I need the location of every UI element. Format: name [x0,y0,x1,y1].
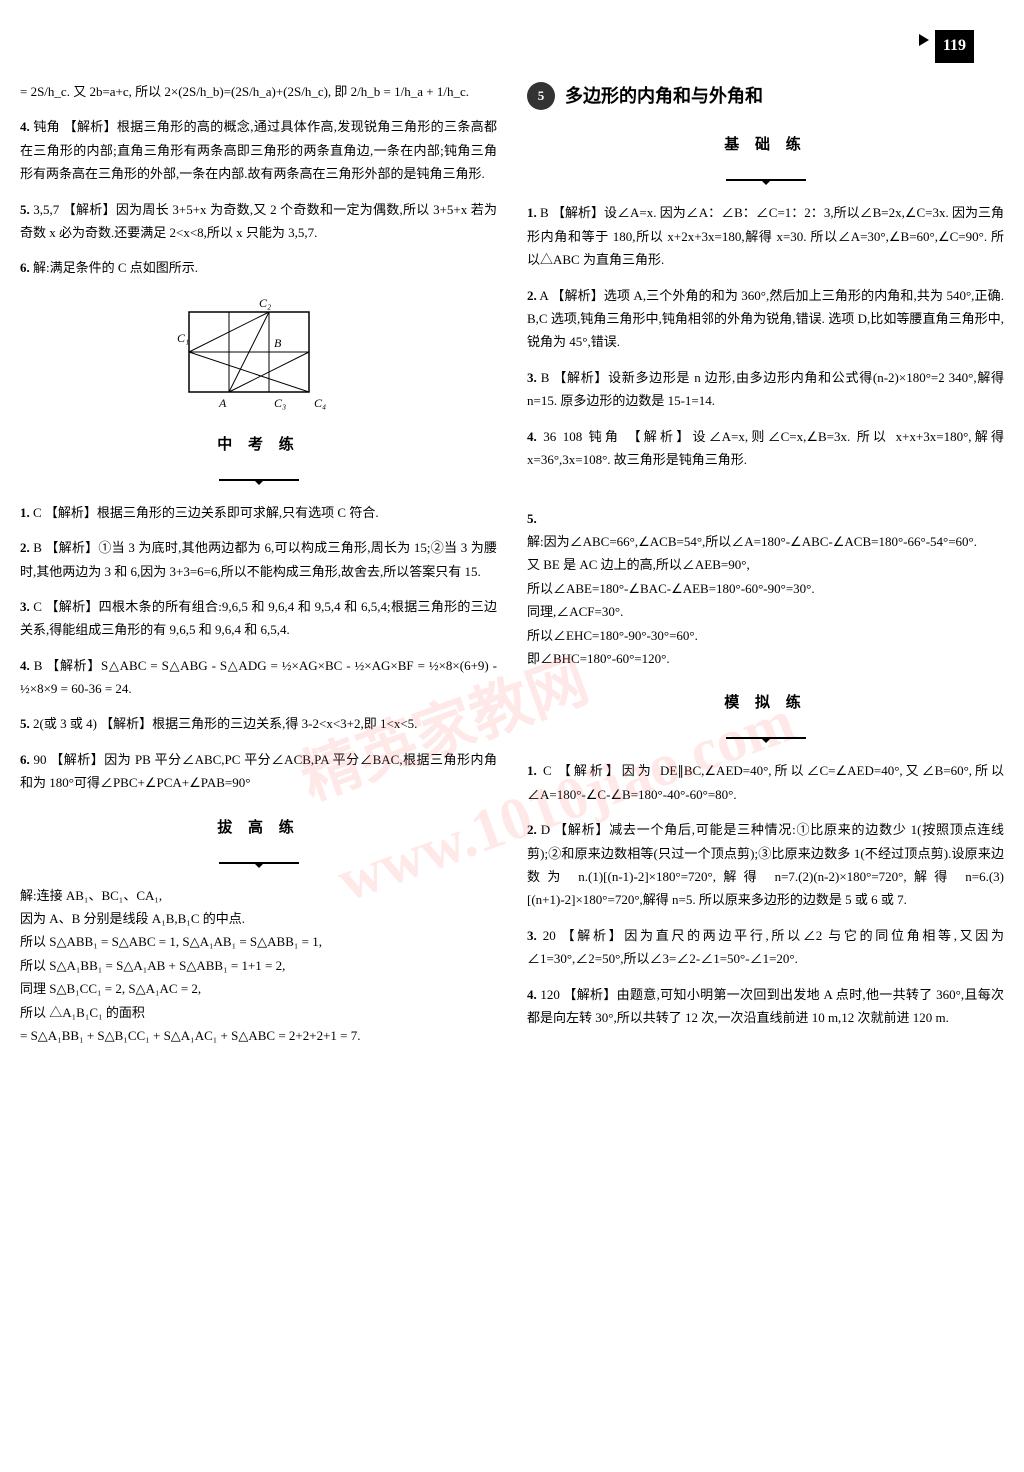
jc-item-4: 4. 36 108 钝角 【解析】设∠A=x,则∠C=x,∠B=3x. 所以 x… [527,425,1004,472]
item-text: 解:因为∠ABC=66°,∠ACB=54°,所以∠A=180°-∠ABC-∠AC… [527,534,977,666]
zk-item-6: 6. 90 【解析】因为 PB 平分∠ABC,PC 平分∠ACB,PA 平分∠B… [20,748,497,795]
item-num: 2. [20,540,30,555]
item-text: 【解析】四根木条的所有组合:9,6,5 和 9,6,4 和 9,5,4 和 6,… [20,599,497,637]
item-text: 解:满足条件的 C 点如图所示. [33,260,198,275]
topic-header: 5 多边形的内角和与外角和 [527,80,1004,112]
item-num: 4. [527,429,537,444]
item-answer: C [543,763,552,778]
item-num: 2. [527,822,537,837]
item-answer: 3,5,7 [33,202,59,217]
mn-item-1: 1. C 【解析】因为 DE∥BC,∠AED=40°,所以∠C=∠AED=40°… [527,759,1004,806]
item-answer: B [541,370,550,385]
mn-item-4: 4. 120 【解析】由题意,可知小明第一次回到出发地 A 点时,他一共转了 3… [527,983,1004,1030]
item-text: 【解析】因为直尺的两边平行,所以∠2 与它的同位角相等,又因为∠1=30°,∠2… [527,928,1004,966]
item-answer: B [34,658,43,673]
item-text: 【解析】由题意,可知小明第一次回到出发地 A 点时,他一共转了 360°,且每次… [527,987,1004,1025]
item-text: 【解析】根据三角形的三边关系,得 3-2<x<3+2,即 1<x<5. [100,716,417,731]
section-underline [726,179,806,181]
item-num: 1. [527,763,537,778]
item-text: 【解析】因为 DE∥BC,∠AED=40°,所以∠C=∠AED=40°,又∠B=… [527,763,1004,801]
zk-item-5: 5. 2(或 3 或 4) 【解析】根据三角形的三边关系,得 3-2<x<3+2… [20,712,497,735]
item-answer: C [33,599,42,614]
left-column: = 2S/h_c. 又 2b=a+c, 所以 2×(2S/h_b)=(2S/h_… [20,80,497,1059]
item-answer: 36 108 钝角 [543,429,621,444]
item-answer: D [541,822,550,837]
item-5: 5. 3,5,7 【解析】因为周长 3+5+x 为奇数,又 2 个奇数和一定为偶… [20,198,497,245]
item-text: 【解析】设新多边形是 n 边形,由多边形内角和公式得(n-2)×180°=2 3… [527,370,1004,408]
item-answer: 120 [540,987,560,1002]
section-moni: 模 拟 练 [527,690,1004,717]
item-answer: 90 [34,752,47,767]
section-zhongkao: 中 考 练 [20,432,497,459]
svg-text:C₂: C₂ [259,296,271,310]
item-text: 【解析】减去一个角后,可能是三种情况:①比原来的边数少 1(按照顶点连线剪);②… [527,822,1004,907]
item-answer: 钝角 [33,119,60,134]
item-num: 5. [527,511,537,526]
content-columns: = 2S/h_c. 又 2b=a+c, 所以 2×(2S/h_b)=(2S/h_… [20,80,1004,1059]
right-column: 5 多边形的内角和与外角和 基 础 练 1. B 【解析】设∠A=x. 因为∠A… [527,80,1004,1059]
topic-title: 多边形的内角和与外角和 [565,80,763,112]
item-num: 5. [20,202,30,217]
svg-text:B: B [274,336,282,350]
item-num: 1. [20,505,30,520]
item-num: 3. [527,928,537,943]
topic-number-icon: 5 [527,82,555,110]
bagao-text: 解:连接 AB₁、BC₁、CA₁, 因为 A、B 分别是线段 A₁B,B₁C 的… [20,884,497,1048]
item-num: 2. [527,288,537,303]
section-underline [219,862,299,864]
item-num: 4. [20,119,30,134]
item-num: 3. [527,370,537,385]
item-6: 6. 解:满足条件的 C 点如图所示. [20,256,497,279]
item-answer: B [540,205,549,220]
section-bagao: 拔 高 练 [20,815,497,842]
item-4: 4. 钝角 【解析】根据三角形的高的概念,通过具体作高,发现锐角三角形的三条高都… [20,115,497,185]
mn-item-3: 3. 20 【解析】因为直尺的两边平行,所以∠2 与它的同位角相等,又因为∠1=… [527,924,1004,971]
section-jichu: 基 础 练 [527,132,1004,159]
svg-text:A: A [218,396,227,410]
page-arrow [919,34,929,46]
section-underline [219,479,299,481]
svg-text:C₃: C₃ [274,396,286,410]
item-num: 3. [20,599,30,614]
mn-item-2: 2. D 【解析】减去一个角后,可能是三种情况:①比原来的边数少 1(按照顶点连… [527,818,1004,912]
zk-item-3: 3. C 【解析】四根木条的所有组合:9,6,5 和 9,6,4 和 9,5,4… [20,595,497,642]
item-text: 【解析】因为周长 3+5+x 为奇数,又 2 个奇数和一定为偶数,所以 3+5+… [20,202,497,240]
item-num: 5. [20,716,30,731]
jc-item-5: 5. 解:因为∠ABC=66°,∠ACB=54°,所以∠A=180°-∠ABC-… [527,483,1004,670]
svg-text:C₄: C₄ [314,396,326,410]
jc-item-3: 3. B 【解析】设新多边形是 n 边形,由多边形内角和公式得(n-2)×180… [527,366,1004,413]
item-text: 【解析】根据三角形的高的概念,通过具体作高,发现锐角三角形的三条高都在三角形的内… [20,119,497,181]
continuation-text: = 2S/h_c. 又 2b=a+c, 所以 2×(2S/h_b)=(2S/h_… [20,80,497,103]
jc-item-1: 1. B 【解析】设∠A=x. 因为∠A：∠B：∠C=1：2：3,所以∠B=2x… [527,201,1004,271]
zk-item-1: 1. C 【解析】根据三角形的三边关系即可求解,只有选项 C 符合. [20,501,497,524]
item-num: 6. [20,752,30,767]
zk-item-2: 2. B 【解析】①当 3 为底时,其他两边都为 6,可以构成三角形,周长为 1… [20,536,497,583]
item-num: 6. [20,260,30,275]
item-answer: B [33,540,42,555]
item-text: 【解析】选项 A,三个外角的和为 360°,然后加上三角形的内角和,共为 540… [527,288,1004,350]
grid-diagram: C₂ C₁ B A C₃ C₄ [159,292,359,412]
item-text: 【解析】根据三角形的三边关系即可求解,只有选项 C 符合. [45,505,379,520]
item-answer: 20 [543,928,556,943]
page-number: 119 [935,30,974,63]
item-answer: C [33,505,42,520]
section-underline [726,737,806,739]
item-text: 【解析】设∠A=x. 因为∠A：∠B：∠C=1：2：3,所以∠B=2x,∠C=3… [527,205,1004,267]
item-text: 【解析】S△ABC = S△ABG - S△ADG = ½×AG×BC - ½×… [20,658,497,696]
item-num: 1. [527,205,537,220]
item-text: 【解析】因为 PB 平分∠ABC,PC 平分∠ACB,PA 平分∠BAC,根据三… [20,752,497,790]
item-num: 4. [20,658,30,673]
item-num: 4. [527,987,537,1002]
item-text: 【解析】①当 3 为底时,其他两边都为 6,可以构成三角形,周长为 15;②当 … [20,540,497,578]
jc-item-2: 2. A 【解析】选项 A,三个外角的和为 360°,然后加上三角形的内角和,共… [527,284,1004,354]
item-answer: A [539,288,548,303]
item-answer: 2(或 3 或 4) [33,716,97,731]
zk-item-4: 4. B 【解析】S△ABC = S△ABG - S△ADG = ½×AG×BC… [20,654,497,701]
svg-text:C₁: C₁ [177,331,189,345]
